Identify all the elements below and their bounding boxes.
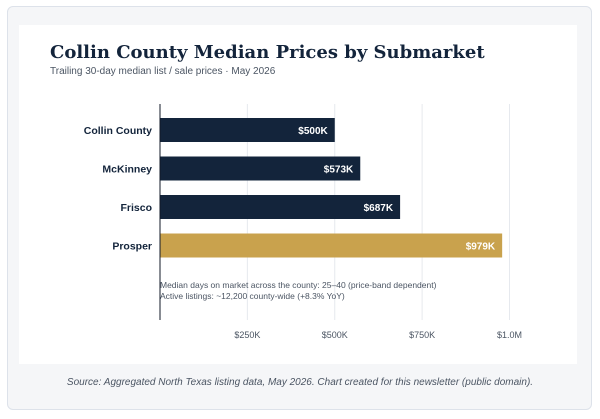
bar-value-label: $500K: [298, 126, 328, 137]
x-tick-label: $250K: [234, 330, 260, 340]
annotation-days-on-market: Median days on market across the county:…: [160, 280, 437, 290]
source-caption: Source: Aggregated North Texas listing d…: [66, 377, 534, 388]
bar-value-label: $573K: [324, 165, 354, 176]
bar-value-label: $687K: [364, 203, 394, 214]
x-tick-label: $500K: [322, 330, 348, 340]
bar-prosper: [160, 233, 503, 258]
chart-card: [19, 25, 577, 364]
x-tick-label: $750K: [409, 330, 435, 340]
chart-annotation: Median days on market across the county:…: [160, 280, 436, 302]
chart-subtitle: Trailing 30-day median list / sale price…: [50, 66, 276, 77]
category-label: McKinney: [102, 164, 152, 176]
x-axis-ticks: $250K $500K $750K $1.0M: [234, 330, 522, 340]
bar-value-label: $979K: [466, 242, 496, 253]
category-label: Frisco: [120, 202, 152, 214]
category-label: Collin County: [84, 125, 152, 137]
category-label: Prosper: [112, 241, 152, 253]
bar-mckinney: [160, 156, 361, 181]
annotation-active-listings: Active listings: ~12,200 county-wide (+8…: [160, 291, 345, 301]
chart-title: Collin County Median Prices by Submarket: [50, 42, 485, 63]
bar-collin-county: [160, 118, 335, 142]
x-tick-label: $1.0M: [497, 330, 522, 340]
bar-frisco: [160, 195, 401, 219]
bars: Collin County $500K McKinney $573K Frisco $68…: [84, 118, 503, 258]
